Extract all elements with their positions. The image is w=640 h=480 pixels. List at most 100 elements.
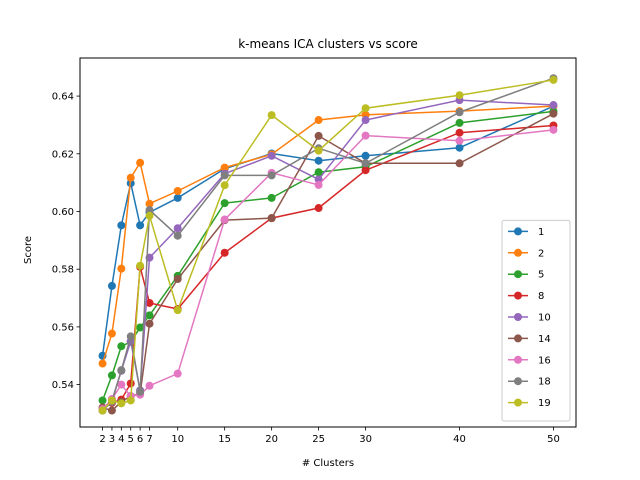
x-tick-label: 30 [359, 434, 372, 445]
legend-marker [514, 355, 522, 364]
data-point [145, 211, 154, 220]
data-point [314, 131, 323, 140]
data-point [136, 261, 145, 270]
data-point [455, 91, 464, 100]
data-point [136, 158, 145, 167]
data-point [314, 168, 323, 177]
x-tick-label: 2 [99, 434, 105, 445]
x-tick-label: 4 [118, 434, 124, 445]
data-point [173, 306, 182, 315]
data-point [173, 193, 182, 202]
data-point [136, 221, 145, 230]
x-tick-label: 15 [218, 434, 231, 445]
data-point [361, 104, 370, 113]
legend-item-2: 2 [508, 248, 544, 259]
y-axis-ticks: 0.54 0.56 0.58 0.60 0.62 0.64 [52, 92, 80, 391]
legend-item-8: 8 [508, 291, 544, 302]
data-point [220, 163, 229, 172]
data-point [145, 199, 154, 208]
data-point [314, 156, 323, 165]
data-point [145, 381, 154, 390]
series-19 [98, 75, 558, 415]
legend-label: 10 [538, 313, 551, 324]
x-tick-label: 5 [128, 434, 134, 445]
legend-item-16: 16 [508, 355, 551, 366]
legend-label: 2 [538, 248, 544, 259]
legend-label: 18 [538, 377, 551, 388]
data-point [145, 311, 154, 320]
legend-label: 8 [538, 291, 544, 302]
legend-item-18: 18 [508, 377, 551, 388]
data-point [117, 221, 126, 230]
y-tick-label: 0.54 [52, 380, 74, 391]
data-point [117, 366, 126, 375]
data-point [117, 380, 126, 389]
legend-label: 5 [538, 270, 544, 281]
y-axis-label: Score [23, 236, 34, 264]
data-point [107, 371, 116, 380]
y-tick-label: 0.60 [52, 207, 74, 218]
data-point [455, 128, 464, 137]
y-tick-label: 0.64 [52, 92, 74, 103]
data-point [267, 151, 276, 160]
data-point [98, 359, 107, 368]
legend-item-19: 19 [508, 398, 551, 409]
data-point [361, 131, 370, 140]
data-point [136, 387, 145, 396]
y-tick-label: 0.62 [52, 149, 74, 160]
data-point [314, 116, 323, 125]
data-point [117, 264, 126, 273]
legend-marker [514, 398, 522, 407]
data-point [549, 125, 558, 134]
legend-label: 19 [538, 398, 551, 409]
legend-marker [514, 334, 522, 343]
x-tick-label: 50 [547, 434, 560, 445]
plot-frame [79, 57, 577, 428]
data-point [455, 118, 464, 127]
data-point [98, 396, 107, 405]
data-point [455, 108, 464, 117]
data-point [455, 136, 464, 145]
legend-marker [514, 313, 522, 321]
data-point [173, 275, 182, 283]
data-point [455, 159, 464, 168]
data-point [220, 171, 229, 180]
legend-label: 1 [538, 227, 544, 238]
legend-item-10: 10 [508, 313, 551, 324]
data-point [267, 214, 276, 223]
data-point [145, 206, 154, 215]
data-point [145, 298, 154, 307]
legend-marker [514, 227, 522, 236]
data-point [107, 281, 116, 290]
data-point [267, 171, 276, 180]
chart-title: k-means ICA clusters vs score [238, 37, 418, 51]
data-point [173, 231, 182, 240]
x-axis-ticks: 2 3 4 5 6 7 10 15 20 25 30 40 50 [99, 427, 560, 445]
data-point [267, 193, 276, 202]
series-layer [98, 74, 558, 415]
data-point [314, 180, 323, 189]
legend-item-5: 5 [508, 270, 544, 281]
data-point [549, 75, 558, 84]
data-point [220, 215, 229, 224]
legend: 1 2 5 8 10 14 16 18 19 [501, 219, 571, 422]
y-tick-label: 0.58 [52, 265, 74, 276]
data-point [126, 173, 135, 182]
data-point [220, 248, 229, 257]
data-point [173, 187, 182, 195]
data-point [173, 224, 182, 233]
legend-marker [514, 248, 522, 257]
data-point [549, 109, 558, 118]
data-point [107, 329, 116, 338]
legend-box [501, 219, 571, 422]
data-point [126, 332, 135, 341]
x-tick-label: 40 [453, 434, 466, 445]
data-point [98, 406, 107, 415]
x-tick-label: 6 [137, 434, 143, 445]
legend-item-1: 1 [508, 227, 544, 238]
data-point [314, 146, 323, 155]
data-point [126, 379, 135, 388]
data-point [314, 204, 323, 213]
x-tick-label: 10 [171, 434, 184, 445]
legend-item-14: 14 [508, 334, 551, 345]
